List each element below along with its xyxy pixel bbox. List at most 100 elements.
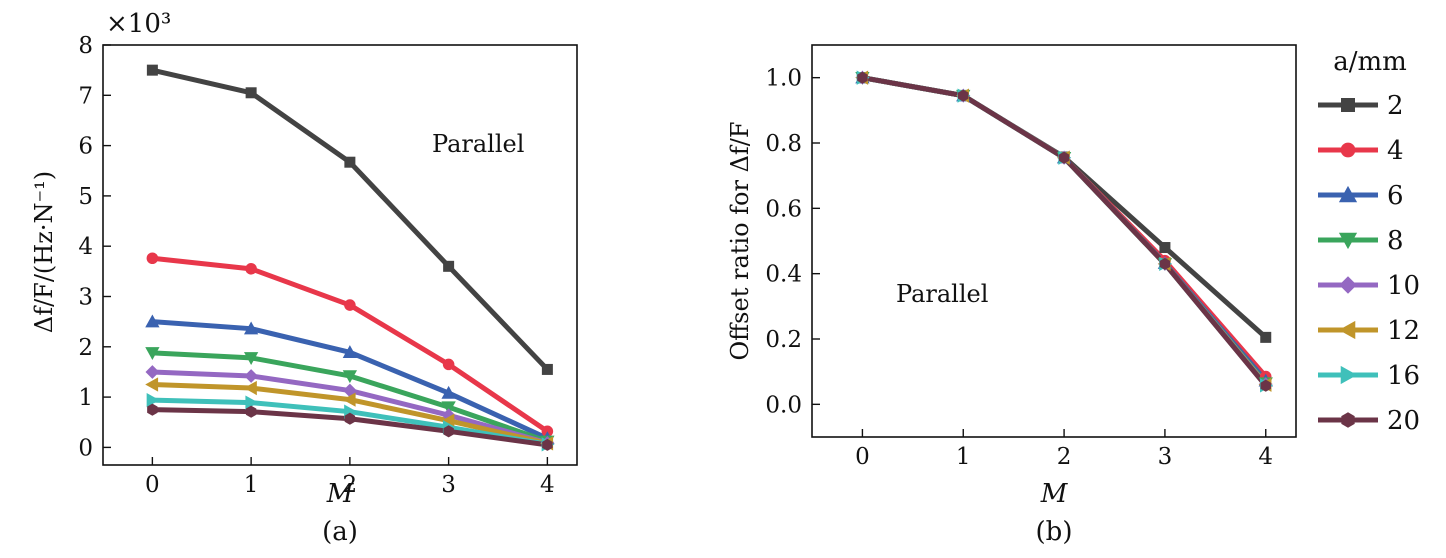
- data-point-8: [342, 370, 358, 384]
- data-point-12: [243, 380, 257, 396]
- series-line-20: [861, 75, 1268, 388]
- data-point-16: [146, 392, 160, 408]
- legend-item-10: 10: [1318, 271, 1420, 301]
- data-point-16: [245, 395, 259, 410]
- y-tick-label: 1.0: [765, 66, 802, 92]
- legend-label: 8: [1387, 226, 1404, 256]
- legend-item-16: 16: [1318, 361, 1420, 391]
- data-point-20: [147, 403, 158, 416]
- y-tick-label: 0.6: [765, 196, 802, 222]
- x-tick-label: 0: [855, 444, 870, 470]
- legend-marker: [1341, 412, 1355, 428]
- legend-label: 12: [1387, 316, 1420, 346]
- panel-b: Parallel M (b) Offset ratio for Δf/F 0 1 2…: [726, 44, 1297, 547]
- panel-b-ylabel: Offset ratio for Δf/F: [726, 121, 754, 360]
- data-point-6: [243, 321, 259, 335]
- x-tick-label: 0: [145, 472, 160, 498]
- legend-item-12: 12: [1318, 316, 1420, 346]
- data-point-20: [1260, 379, 1271, 392]
- panel-a: ×10³ Parallel M (a) Δf/F/(Hz·N⁻¹) 0 1 2 3 4 0…: [30, 9, 578, 547]
- y-tick-label: 0.0: [765, 392, 802, 418]
- x-tick-label: 3: [441, 472, 456, 498]
- x-tick-label: 1: [244, 472, 259, 498]
- data-point-2: [344, 156, 356, 168]
- x-tick-label: 4: [1258, 444, 1273, 470]
- legend-label: 10: [1387, 271, 1420, 301]
- y-tick-label: 0.4: [765, 262, 802, 288]
- y-tick-label: 0: [78, 435, 93, 461]
- legend: a/mm 2 4 6 8 10 12 16 20: [1318, 47, 1420, 436]
- panel-b-frame: [811, 44, 1297, 438]
- legend-title: a/mm: [1333, 47, 1407, 77]
- y-tick-label: 7: [78, 83, 93, 109]
- legend-label: 4: [1387, 136, 1404, 166]
- legend-label: 2: [1387, 91, 1404, 121]
- legend-item-20: 20: [1318, 406, 1420, 436]
- legend-item-6: 6: [1318, 181, 1404, 211]
- series-line-4: [152, 255, 549, 434]
- data-point-12: [441, 413, 455, 428]
- series-line-10: [861, 75, 1268, 386]
- data-point-20: [1058, 151, 1070, 164]
- data-point-8: [243, 352, 259, 366]
- data-point-2: [245, 87, 257, 99]
- panel-a-multiplier: ×10³: [106, 9, 171, 39]
- legend-item-2: 2: [1318, 91, 1404, 121]
- data-point-12: [145, 377, 159, 392]
- series-line-16: [861, 75, 1268, 387]
- panel-a-annotation: Parallel: [432, 130, 524, 158]
- y-tick-label: 2: [78, 335, 93, 361]
- x-tick-label: 3: [1158, 444, 1173, 470]
- series-line-8: [861, 75, 1268, 385]
- data-point-10: [145, 365, 160, 379]
- legend-marker: [1338, 320, 1356, 340]
- data-point-20: [1159, 257, 1171, 270]
- legend-label: 16: [1387, 361, 1420, 391]
- data-point-10: [244, 369, 258, 383]
- panel-a-ylabel: Δf/F/(Hz·N⁻¹): [30, 171, 58, 333]
- legend-label: 20: [1387, 406, 1420, 436]
- panel-a-caption: (a): [322, 517, 358, 547]
- data-point-4: [245, 263, 257, 275]
- data-point-4: [442, 358, 455, 371]
- legend-item-8: 8: [1318, 226, 1404, 256]
- data-point-4: [344, 299, 356, 311]
- panel-b-xlabel: M: [1040, 479, 1069, 509]
- data-point-20: [443, 425, 454, 438]
- data-point-2: [443, 260, 455, 272]
- data-point-20: [958, 89, 969, 102]
- y-tick-label: 4: [78, 234, 93, 260]
- legend-marker: [1338, 232, 1358, 250]
- data-point-8: [145, 347, 160, 360]
- y-tick-label: 3: [78, 284, 93, 310]
- data-point-8: [441, 401, 456, 415]
- y-tick-label: 6: [78, 134, 93, 160]
- data-point-12: [342, 392, 356, 407]
- legend-marker: [1340, 142, 1356, 158]
- panel-b-caption: (b): [1036, 517, 1073, 547]
- x-tick-label: 2: [343, 472, 358, 498]
- data-point-2: [1260, 331, 1272, 343]
- data-point-4: [146, 252, 159, 265]
- data-point-20: [344, 412, 356, 425]
- panel-a-xlabel: M: [326, 479, 355, 509]
- legend-marker: [1341, 98, 1355, 112]
- data-point-20: [542, 438, 553, 451]
- data-point-2: [541, 363, 553, 375]
- y-tick-label: 8: [78, 33, 93, 59]
- data-point-2: [1159, 242, 1171, 254]
- x-tick-label: 4: [540, 472, 555, 498]
- x-tick-label: 2: [1057, 444, 1072, 470]
- legend-label: 6: [1387, 181, 1404, 211]
- panel-b-annotation: Parallel: [896, 280, 988, 308]
- series-line-4: [861, 75, 1268, 379]
- data-point-6: [441, 385, 456, 399]
- data-point-20: [245, 405, 257, 418]
- y-tick-label: 5: [78, 184, 93, 210]
- y-tick-label: 0.2: [765, 327, 802, 353]
- data-point-2: [146, 64, 158, 76]
- data-point-6: [145, 314, 160, 328]
- series-line-12: [861, 75, 1268, 387]
- legend-marker: [1339, 276, 1357, 294]
